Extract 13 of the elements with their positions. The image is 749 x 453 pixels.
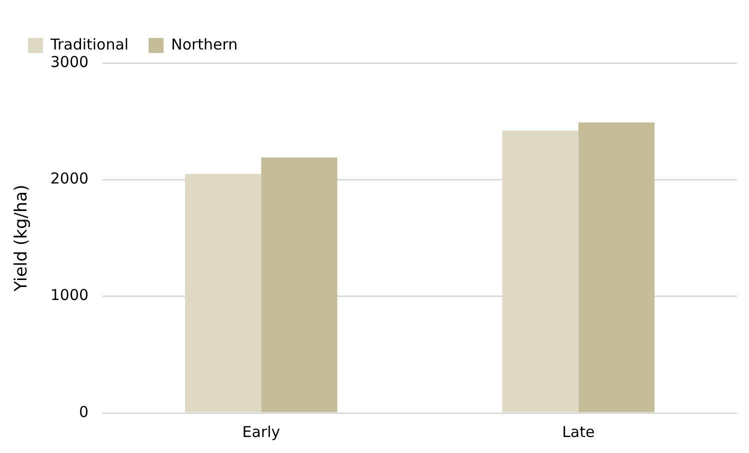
y-tick-label: 3000 [50, 52, 89, 71]
y-tick-label: 0 [79, 402, 89, 421]
y-tick-label: 2000 [50, 170, 89, 188]
bar [261, 158, 338, 412]
x-tick-label: Early [242, 422, 280, 441]
legend-label: Traditional [50, 35, 129, 54]
legend-label: Northern [171, 35, 238, 54]
bar [502, 130, 578, 412]
x-tick-label: Late [562, 422, 595, 441]
bar [185, 174, 262, 412]
y-axis-title: Yield (kg/ha) [12, 184, 32, 292]
bar [578, 122, 655, 412]
y-tick-label: 1000 [50, 286, 89, 304]
